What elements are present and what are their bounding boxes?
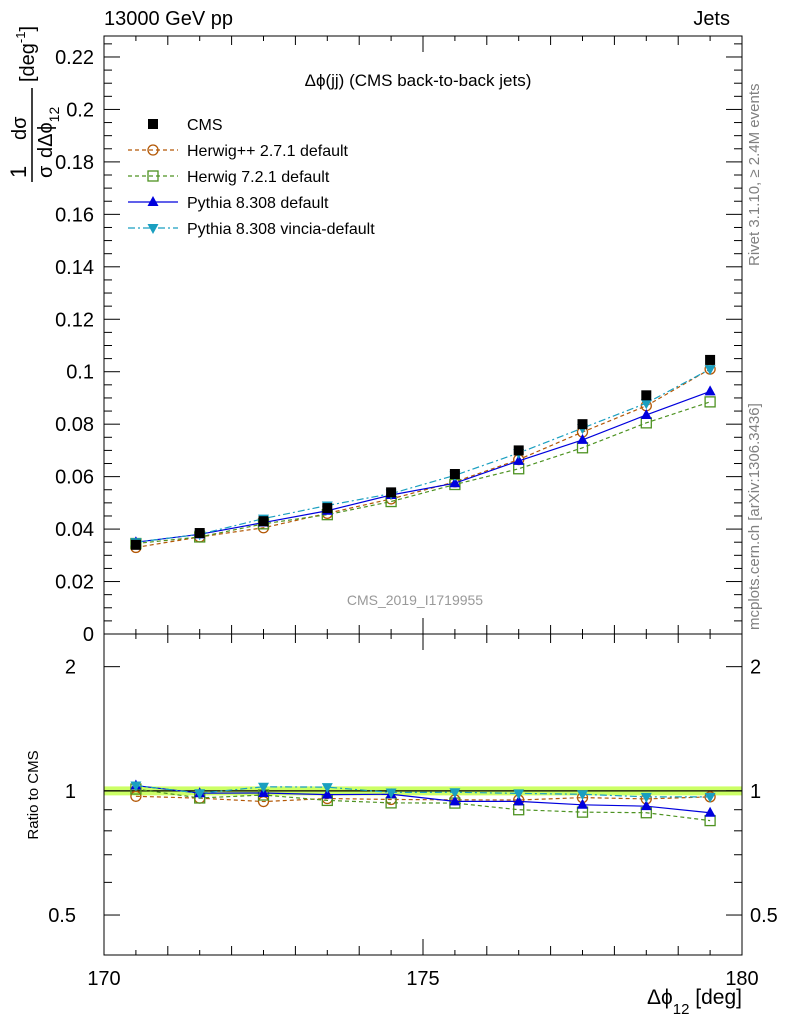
data-point <box>513 454 525 465</box>
y-axis-label-unit: [deg-1] <box>13 26 39 82</box>
chart-title: Δϕ(jj) (CMS back-to-back jets) <box>305 71 532 90</box>
data-point <box>641 390 652 401</box>
y-tick-label: 0.08 <box>55 414 94 436</box>
y-axis-label-numerator: dσ <box>9 116 31 140</box>
x-tick-label: 175 <box>406 968 439 990</box>
y-tick-label-right: 0.5 <box>750 905 778 927</box>
data-point <box>513 445 524 456</box>
series-line <box>135 390 711 543</box>
y-tick-label: 0.12 <box>55 309 94 331</box>
x-axis-label-unit: [deg] <box>689 986 742 1009</box>
y-tick-label: 0.02 <box>55 572 94 594</box>
ratio-data-point <box>577 798 588 809</box>
y-axis-label-unit-text: [deg <box>17 43 39 82</box>
data-point <box>640 399 652 410</box>
y-tick-label: 0.04 <box>55 519 94 541</box>
y-axis-label-subscript: 12 <box>46 107 62 123</box>
ratio-series-line <box>135 795 711 803</box>
data-point <box>705 354 716 365</box>
data-point <box>704 396 716 408</box>
ratio-data-point <box>194 789 206 800</box>
data-point <box>194 528 205 539</box>
data-point <box>640 408 652 419</box>
y-tick-label: 2 <box>65 657 76 679</box>
main-plot-panel: 0 0.02 0.04 0.06 0.08 0.1 0.12 0.14 0.16 0.18 0.2 0… <box>6 26 743 646</box>
y-tick-label: 1 <box>65 781 76 803</box>
y-axis-label: 1 σ dσ dΔϕ12 [deg-1] <box>6 26 62 182</box>
data-point <box>513 463 525 475</box>
data-point <box>704 385 716 396</box>
ratio-data-point <box>449 788 461 799</box>
legend-marker <box>148 119 158 129</box>
x-axis-label: Δϕ12 [deg] <box>647 986 742 1018</box>
y-tick-label: 0.1 <box>66 362 94 384</box>
x-axis-label-main: Δϕ <box>647 986 673 1009</box>
ratio-data-point <box>258 782 269 793</box>
series-line <box>135 368 711 543</box>
series-line <box>135 401 711 545</box>
data-point <box>322 503 333 514</box>
y-tick-label: 0.06 <box>55 467 94 489</box>
ratio-data-point <box>640 792 652 803</box>
legend-entry-label: CMS <box>187 117 223 134</box>
y-tick-label-right: 1 <box>750 781 761 803</box>
header-left: 13000 GeV pp <box>104 8 233 30</box>
legend-marker <box>147 144 159 156</box>
legend-entry-label: Herwig++ 2.7.1 default <box>187 143 349 160</box>
ratio-y-axis-label: Ratio to CMS <box>25 750 42 839</box>
data-point <box>449 469 460 480</box>
ratio-data-point <box>321 788 333 799</box>
y-axis-label-denominator: dΔϕ12 <box>35 107 62 158</box>
data-point <box>704 365 716 376</box>
ratio-data-point <box>449 795 461 806</box>
y-tick-label: 0.22 <box>55 47 94 69</box>
y-tick-label: 0.2 <box>66 99 94 121</box>
data-point <box>258 516 269 527</box>
y-tick-label: 0.16 <box>55 204 94 226</box>
x-tick-label: 180 <box>725 968 758 990</box>
y-tick-label-right: 2 <box>750 657 761 679</box>
data-point <box>577 433 588 444</box>
ratio-data-point <box>513 795 525 806</box>
legend-marker <box>147 196 159 206</box>
x-tick-label: 170 <box>87 968 120 990</box>
ratio-plot-frame <box>103 633 743 956</box>
y-axis-label-denominator-text: dΔϕ <box>35 122 57 158</box>
data-point <box>386 487 397 498</box>
y-tick-label: 0.14 <box>55 257 94 279</box>
legend-marker <box>147 170 159 182</box>
x-axis-label-subscript: 12 <box>673 1001 690 1018</box>
ratio-data-point <box>130 781 142 792</box>
ratio-data-point <box>704 806 716 817</box>
y-tick-label: 0.18 <box>55 152 94 174</box>
legend-entry-label: Pythia 8.308 default <box>187 195 329 212</box>
analysis-watermark: CMS_2019_I1719955 <box>347 592 483 608</box>
y-axis-label-sigma: σ <box>35 165 57 178</box>
data-point <box>577 419 588 430</box>
data-point <box>449 477 461 488</box>
header-right: Jets <box>693 8 730 30</box>
ratio-data-point <box>385 788 397 799</box>
y-axis-label-one: 1 <box>6 166 31 178</box>
y-tick-label: 0.5 <box>48 905 76 927</box>
y-axis-label-unit-close: ] <box>17 26 39 32</box>
ratio-data-point <box>577 790 588 801</box>
y-axis-label-superscript: -1 <box>13 32 28 44</box>
ratio-data-point <box>704 792 716 803</box>
legend: CMS Herwig++ 2.7.1 default Herwig 7.2.1 de… <box>128 117 375 238</box>
ratio-data-point <box>640 800 652 811</box>
legend-entry-label: Pythia 8.308 vincia-default <box>187 221 375 238</box>
ratio-data-point <box>321 783 333 794</box>
ratio-series-line <box>135 784 711 798</box>
data-point <box>130 539 141 550</box>
ratio-data-point <box>513 789 525 800</box>
y-tick-label: 0 <box>83 624 94 646</box>
legend-marker <box>147 224 159 234</box>
ratio-series-line <box>135 784 711 814</box>
legend-entry-label: Herwig 7.2.1 default <box>187 169 330 186</box>
series-line <box>135 368 711 549</box>
ratio-series-line <box>135 788 711 822</box>
